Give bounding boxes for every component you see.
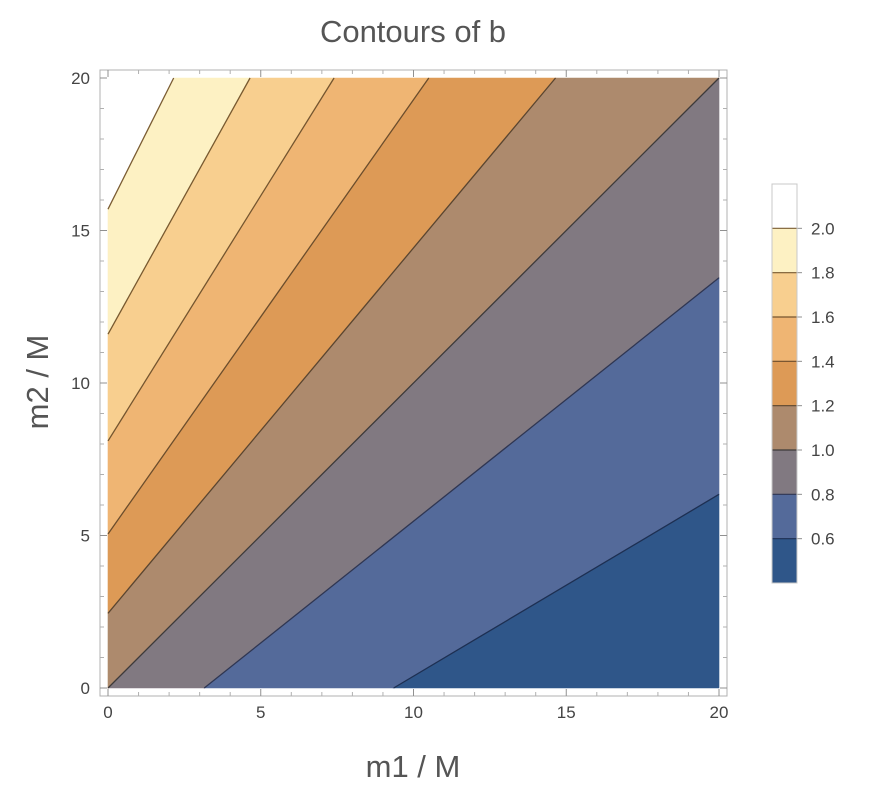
legend-tick-label: 0.8 — [811, 485, 835, 504]
x-tick-label: 15 — [557, 703, 576, 722]
y-tick-label: 15 — [71, 222, 90, 241]
chart-title: Contours of b — [320, 14, 506, 49]
legend-tick-label: 1.4 — [811, 352, 835, 371]
legend-tick-label: 1.6 — [811, 308, 835, 327]
legend-tick-label: 1.8 — [811, 264, 835, 283]
legend-swatch — [772, 494, 797, 539]
legend-swatch — [772, 450, 797, 495]
legend-swatch — [772, 361, 797, 406]
legend-tick-label: 1.0 — [811, 441, 835, 460]
legend-tick-label: 1.2 — [811, 397, 835, 416]
legend-tick-label: 2.0 — [811, 219, 835, 238]
contour-line — [107, 77, 430, 535]
legend-tick-label: 0.6 — [811, 530, 835, 549]
contour-line — [107, 77, 251, 335]
x-tick-label: 10 — [404, 703, 423, 722]
contour-line — [107, 77, 720, 689]
y-axis: 0 5 10 15 20 — [71, 69, 727, 698]
legend-frame — [771, 183, 798, 584]
y-tick-label: 0 — [81, 679, 90, 698]
x-tick-label: 5 — [256, 703, 265, 722]
contour-line — [107, 77, 175, 210]
contour-line — [107, 77, 557, 614]
y-tick-label: 10 — [71, 374, 90, 393]
x-axis: 0 5 10 15 20 — [103, 70, 728, 722]
contour-line — [203, 277, 720, 689]
legend-swatch — [772, 228, 797, 273]
y-axis-label: m2 / M — [20, 335, 55, 430]
y-tick-label: 20 — [71, 69, 90, 88]
x-axis-label: m1 / M — [366, 749, 461, 784]
plot-area — [99, 69, 728, 697]
x-tick-label: 0 — [103, 703, 112, 722]
legend-swatch — [772, 538, 797, 583]
contour-line — [107, 77, 335, 442]
y-tick-label: 5 — [81, 527, 90, 546]
legend-swatch — [772, 272, 797, 317]
legend-swatch — [772, 317, 797, 362]
legend-swatch — [772, 405, 797, 450]
x-tick-label: 20 — [710, 703, 729, 722]
color-legend: 0.6 0.8 1.0 1.2 1.4 1.6 1.8 2.0 — [771, 183, 835, 584]
contour-line — [393, 493, 720, 689]
